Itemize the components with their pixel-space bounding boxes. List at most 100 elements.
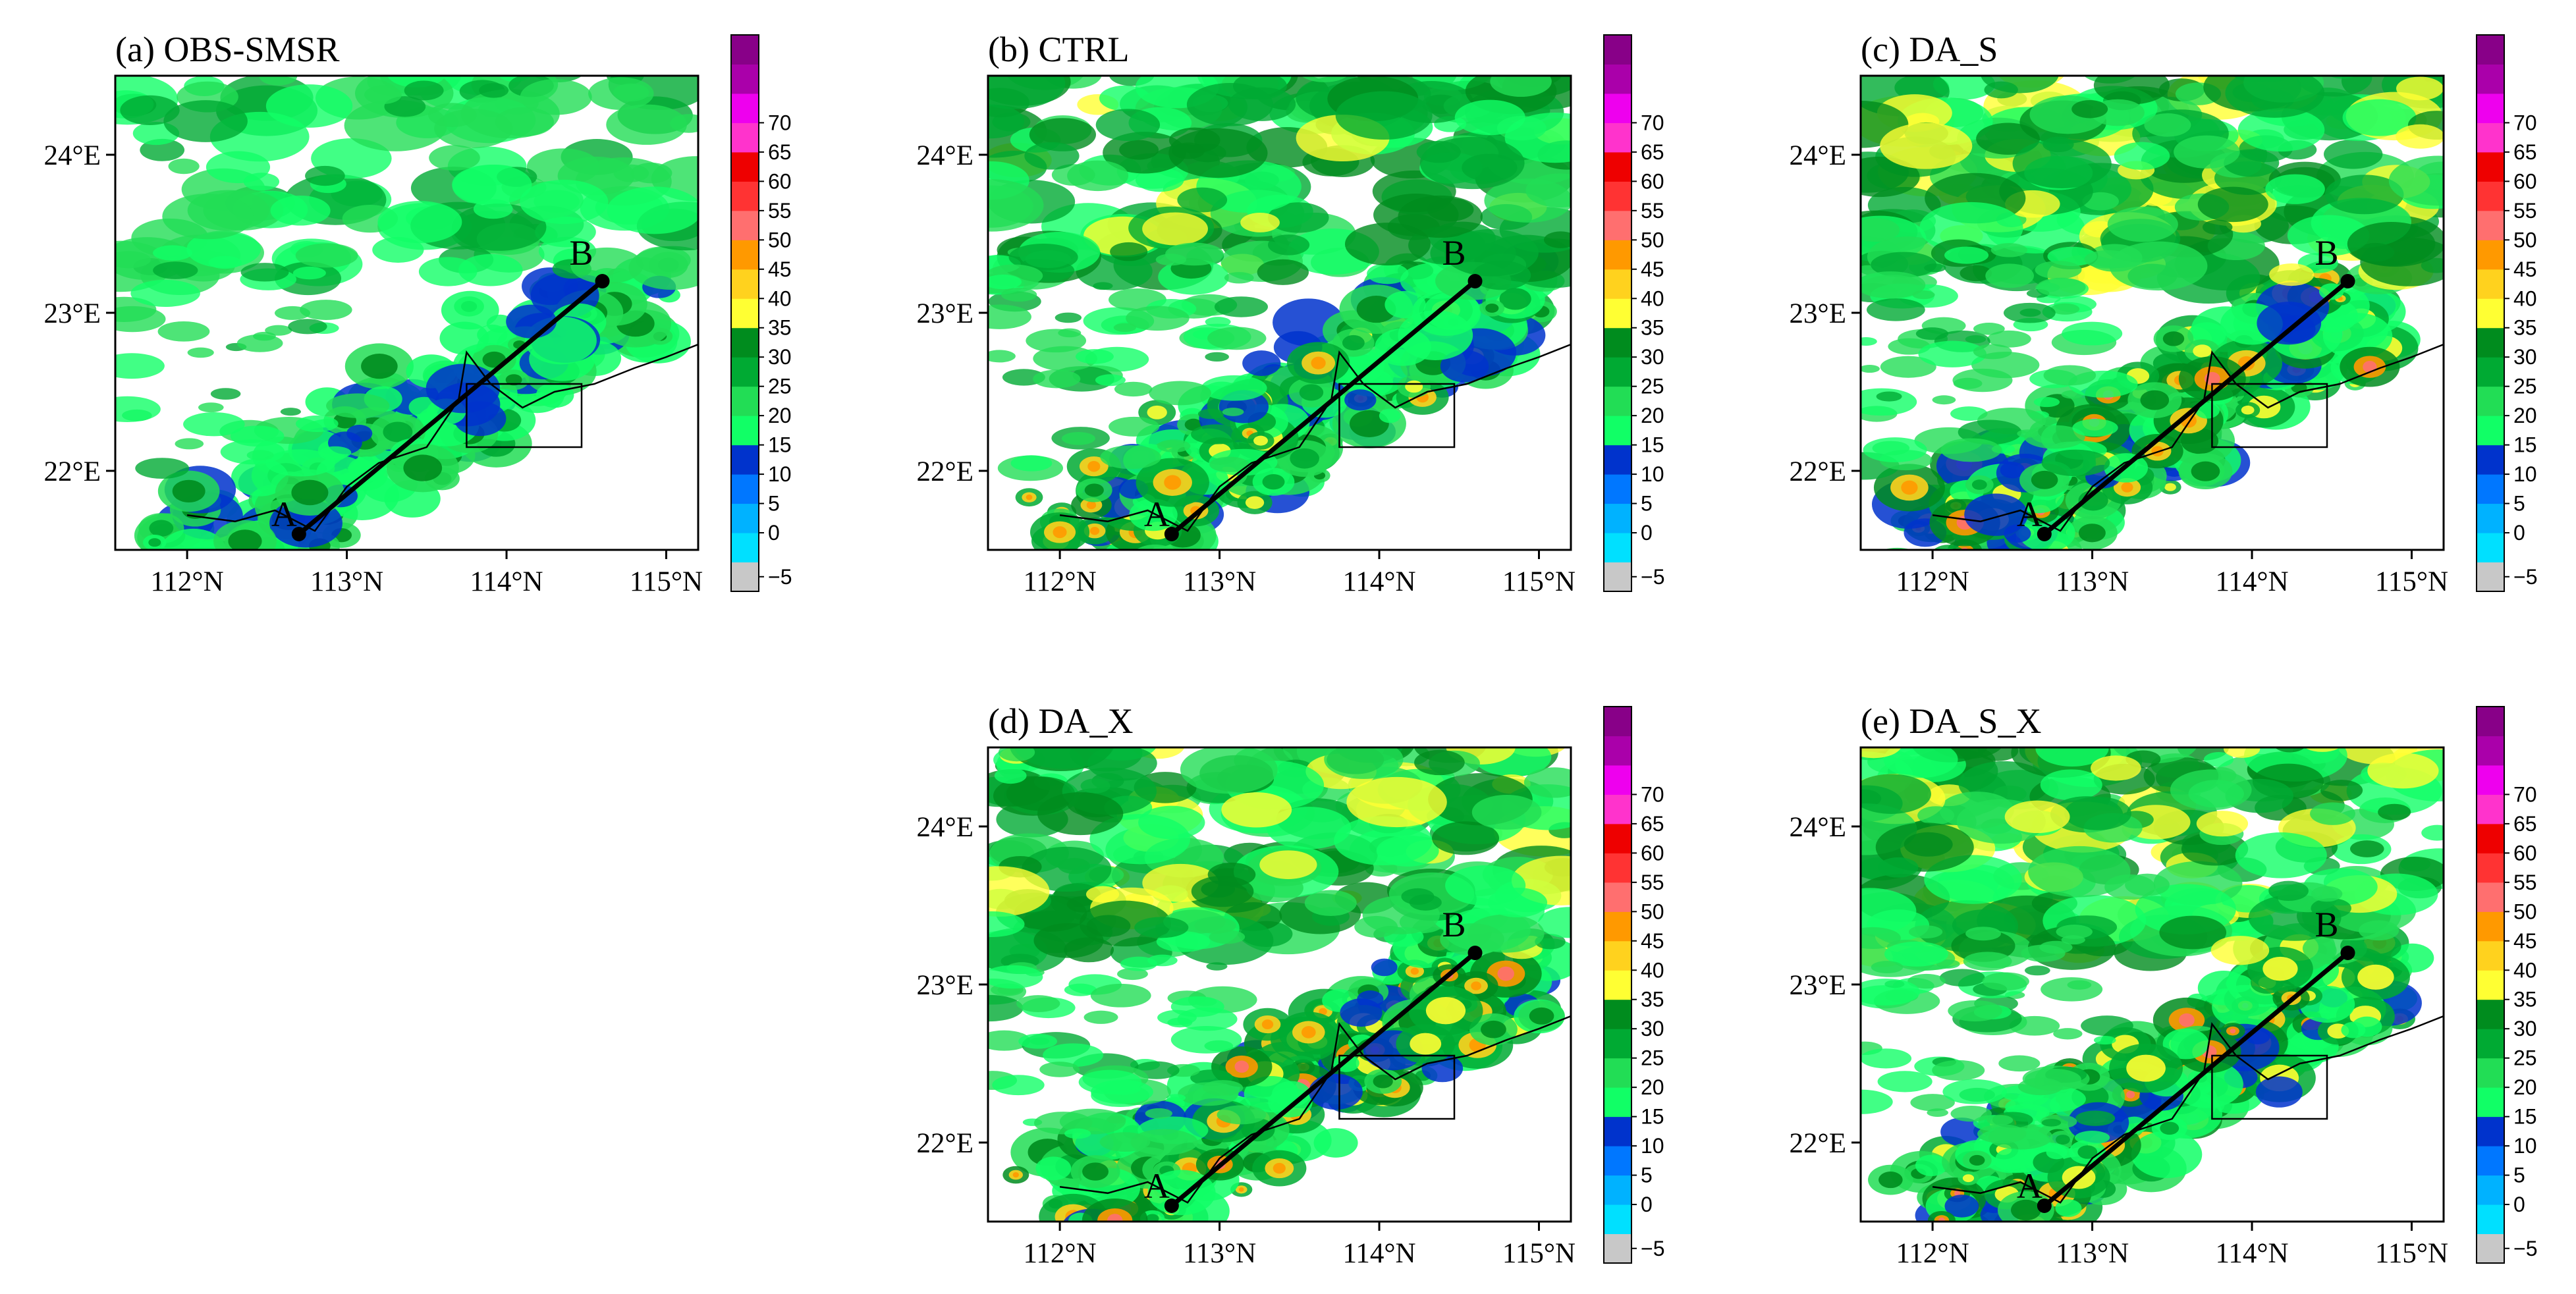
colorbar-frame <box>1603 706 1632 1264</box>
colorbar-tick-label: 55 <box>2513 199 2537 223</box>
colorbar-segment <box>1604 736 1631 766</box>
colorbar-tick-label: −5 <box>2513 565 2537 589</box>
colorbar-segment <box>2477 181 2504 211</box>
coastline <box>1932 1015 2444 1204</box>
panel-e: (e) DA_S_X 112°N 113°N 114°N 115°N 24°E 23°E 22… <box>1790 701 2538 1269</box>
colorbar-segment <box>2477 93 2504 123</box>
colorbar-tick-label: 15 <box>1641 1105 1664 1129</box>
colorbar-tick-label: 55 <box>2513 871 2537 894</box>
colorbar-tick-label: 45 <box>768 257 792 281</box>
colorbar-tick-label: 10 <box>1641 462 1664 486</box>
colorbar-segment <box>1604 474 1631 504</box>
colorbar-tick-label: 30 <box>1641 345 1664 369</box>
colorbar-segment <box>1604 823 1631 853</box>
point-b-marker <box>2340 946 2355 960</box>
colorbar-tick-label: 30 <box>1641 1017 1664 1040</box>
y-tick-label: 22°E <box>44 456 101 487</box>
coastline <box>1932 343 2444 532</box>
colorbar-segment <box>2477 327 2504 358</box>
colorbar-tick-label: 70 <box>768 111 792 134</box>
colorbar-tick-label: 20 <box>2513 404 2537 427</box>
point-a-marker <box>291 527 306 541</box>
y-tick-label: 22°E <box>917 1128 973 1159</box>
colorbar-tick-label: 60 <box>2513 841 2537 865</box>
colorbar-tick-label: 0 <box>1641 521 1653 545</box>
reflectivity-field <box>1861 76 2444 550</box>
colorbar-segment <box>731 562 759 592</box>
colorbar-tick-label: 0 <box>768 521 780 545</box>
colorbar-tick-label: 15 <box>2513 433 2537 457</box>
region-box <box>466 383 583 448</box>
colorbar-segment <box>1604 940 1631 971</box>
colorbar-tick-label: 35 <box>768 316 792 340</box>
colorbar-segment <box>731 416 759 446</box>
colorbar-tick-label: 60 <box>2513 169 2537 193</box>
colorbar-tick-label: 70 <box>1641 782 1664 806</box>
colorbar-segment <box>2477 64 2504 94</box>
colorbar-segment <box>1604 64 1631 94</box>
colorbar-segment <box>2477 736 2504 766</box>
colorbar-tick-label: 50 <box>2513 900 2537 923</box>
colorbar-tick-label: 15 <box>768 433 792 457</box>
colorbar-segment <box>731 533 759 563</box>
colorbar-segment <box>2477 1204 2504 1235</box>
reflectivity-field <box>1861 747 2444 1222</box>
x-tick-label: 114°N <box>1342 566 1415 597</box>
colorbar-segment <box>1604 1116 1631 1146</box>
colorbar-tick-label: 5 <box>2513 1164 2525 1187</box>
colorbar-tick-label: 15 <box>2513 1105 2537 1129</box>
y-tick-label: 22°E <box>917 456 973 487</box>
y-tick-label: 23°E <box>44 298 101 329</box>
colorbar-segment <box>2477 503 2504 533</box>
colorbar-segment <box>2477 416 2504 446</box>
colorbar-segment <box>731 474 759 504</box>
colorbar-segment <box>2477 562 2504 592</box>
colorbar-segment <box>1604 707 1631 736</box>
colorbar-segment <box>1604 1029 1631 1059</box>
colorbar-segment <box>1604 386 1631 416</box>
colorbar-segment <box>1604 970 1631 1000</box>
colorbar-segment <box>1604 765 1631 795</box>
colorbar-tick-label: 45 <box>1641 257 1664 281</box>
colorbar-tick-label: 65 <box>768 140 792 164</box>
colorbar-tick-label: 50 <box>768 228 792 252</box>
colorbar-segment <box>2477 240 2504 270</box>
colorbar-segment <box>2477 269 2504 299</box>
colorbar-tick-label: 25 <box>1641 375 1664 398</box>
colorbar-segment <box>1604 794 1631 824</box>
colorbar-tick-label: −5 <box>1641 1237 1664 1260</box>
colorbar-segment <box>731 151 759 182</box>
x-tick-label: 113°N <box>310 566 383 597</box>
colorbar-frame <box>730 34 759 592</box>
colorbar-segment <box>1604 1146 1631 1176</box>
colorbar-segment <box>1604 562 1631 592</box>
colorbar-tick-label: 40 <box>1641 958 1664 982</box>
colorbar-tick-label: 40 <box>768 286 792 310</box>
y-tick-label: 24°E <box>917 812 973 843</box>
colorbar-segment <box>1604 999 1631 1029</box>
point-a-label: A <box>1144 1166 1170 1206</box>
colorbar-segment <box>1604 882 1631 912</box>
colorbar-tick-label: 15 <box>1641 433 1664 457</box>
colorbar-segment <box>1604 911 1631 942</box>
panels: (a) OBS-SMSR 112°N 113°N 114°N 115°N 24°E 23°E… <box>44 30 2538 1269</box>
x-tick-label: 114°N <box>2215 566 2288 597</box>
cross-section-line <box>2042 279 2349 536</box>
cross-section-line <box>2042 951 2349 1208</box>
colorbar-segment <box>2477 445 2504 475</box>
colorbar-tick-label: 30 <box>2513 1017 2537 1040</box>
colorbar-tick-label: 10 <box>768 462 792 486</box>
region-box <box>2211 1054 2328 1120</box>
colorbar-tick-label: 50 <box>1641 900 1664 923</box>
point-a-label: A <box>2017 495 2042 534</box>
colorbar-segment <box>731 503 759 533</box>
colorbar-segment <box>2477 940 2504 971</box>
colorbar-segment <box>1604 503 1631 533</box>
point-a-label: A <box>2017 1166 2042 1206</box>
colorbar-tick-label: 60 <box>1641 169 1664 193</box>
y-tick-label: 23°E <box>917 298 973 329</box>
x-tick-label: 115°N <box>2375 566 2448 597</box>
colorbar-segment <box>2477 474 2504 504</box>
